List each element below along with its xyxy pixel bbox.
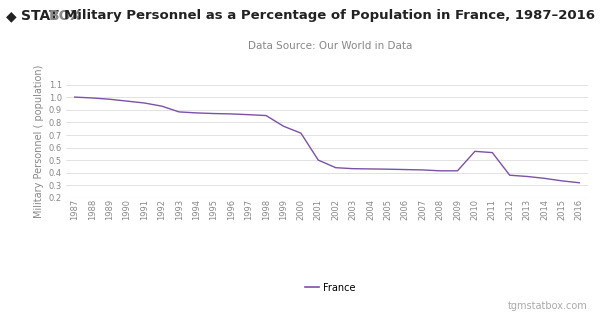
Text: Military Personnel as a Percentage of Population in France, 1987–2016: Military Personnel as a Percentage of Po… — [65, 9, 595, 22]
Text: tgmstatbox.com: tgmstatbox.com — [508, 301, 588, 311]
Legend: France: France — [301, 279, 359, 297]
Text: BOX: BOX — [49, 9, 82, 24]
Text: ◆: ◆ — [6, 9, 17, 24]
Text: STAT: STAT — [21, 9, 59, 24]
Y-axis label: Military Personnel ( population): Military Personnel ( population) — [34, 65, 44, 218]
Text: Data Source: Our World in Data: Data Source: Our World in Data — [248, 41, 412, 51]
